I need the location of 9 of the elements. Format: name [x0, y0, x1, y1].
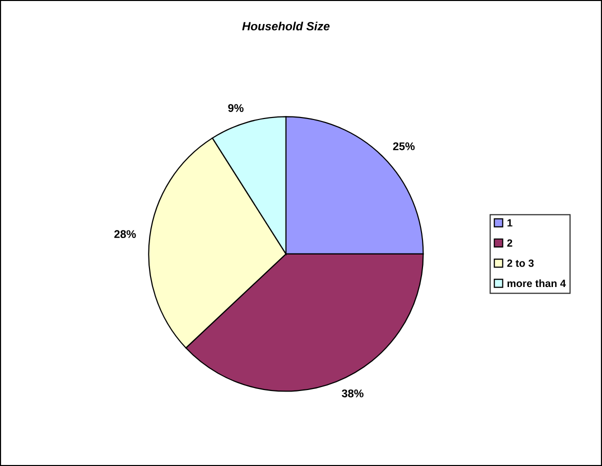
- data-label: 25%: [393, 142, 415, 150]
- legend-label: more than 4: [508, 279, 566, 288]
- data-label: 9%: [228, 104, 244, 112]
- chart-title: Household Size: [242, 22, 330, 30]
- data-label: 38%: [342, 389, 364, 398]
- data-label: 28%: [114, 230, 136, 238]
- legend-label: 2 to 3: [507, 260, 534, 267]
- legend-label: 1: [508, 219, 512, 226]
- legend-label: 2: [507, 239, 512, 247]
